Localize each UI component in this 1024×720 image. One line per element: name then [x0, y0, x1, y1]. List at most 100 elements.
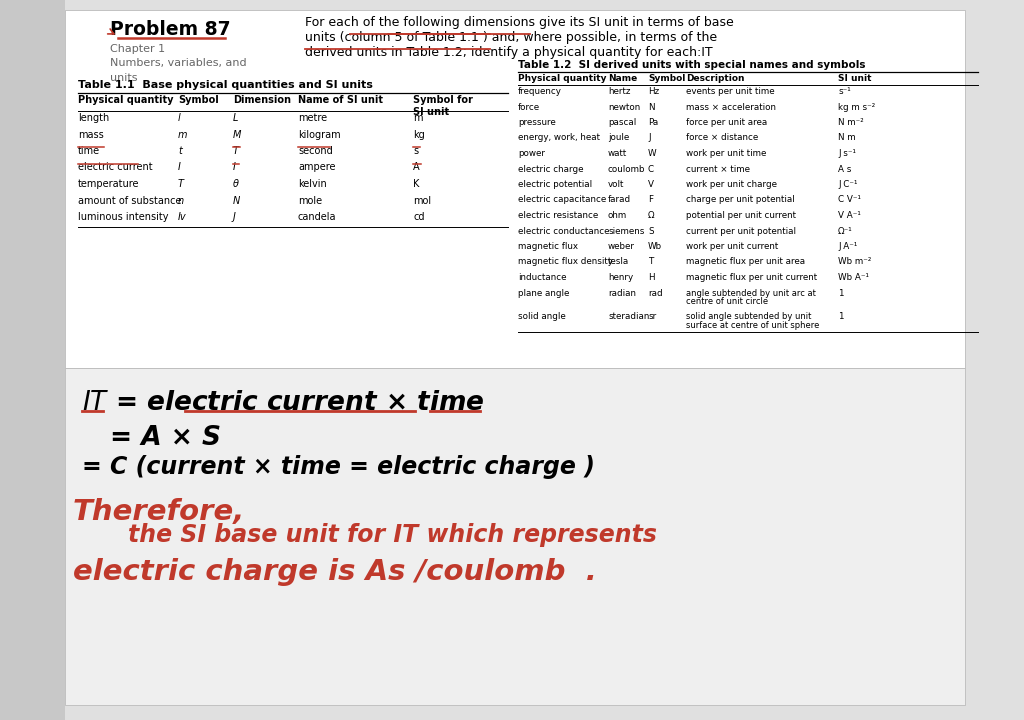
Text: electric resistance: electric resistance	[518, 211, 598, 220]
Text: temperature: temperature	[78, 179, 139, 189]
Text: second: second	[298, 146, 333, 156]
Text: work per unit current: work per unit current	[686, 242, 778, 251]
Text: m: m	[413, 113, 423, 123]
Text: Physical quantity: Physical quantity	[518, 74, 606, 83]
Text: A: A	[413, 163, 420, 173]
Text: $\mathit{IT}$ = electric current × time: $\mathit{IT}$ = electric current × time	[82, 390, 484, 416]
Text: Dimension: Dimension	[233, 95, 291, 105]
Text: pascal: pascal	[608, 118, 636, 127]
Text: tesla: tesla	[608, 258, 630, 266]
Text: Name: Name	[608, 74, 637, 83]
Text: kg: kg	[413, 130, 425, 140]
Text: electric charge is As /coulomb  .: electric charge is As /coulomb .	[73, 558, 597, 586]
Text: s: s	[413, 146, 418, 156]
Text: Ω⁻¹: Ω⁻¹	[838, 227, 853, 235]
Text: S: S	[648, 227, 653, 235]
Text: the SI base unit for IT which represents: the SI base unit for IT which represents	[128, 523, 657, 547]
Text: J: J	[233, 212, 236, 222]
Text: Pa: Pa	[648, 118, 658, 127]
FancyBboxPatch shape	[0, 0, 65, 720]
Text: magnetic flux per unit area: magnetic flux per unit area	[686, 258, 805, 266]
Text: electric conductance: electric conductance	[518, 227, 609, 235]
Text: kg m s⁻²: kg m s⁻²	[838, 102, 876, 112]
Text: work per unit time: work per unit time	[686, 149, 766, 158]
Text: surface at centre of unit sphere: surface at centre of unit sphere	[686, 321, 819, 330]
Text: mass × acceleration: mass × acceleration	[686, 102, 776, 112]
Text: frequency: frequency	[518, 87, 562, 96]
Text: Chapter 1
Numbers, variables, and
units: Chapter 1 Numbers, variables, and units	[110, 44, 247, 83]
Text: I: I	[178, 163, 181, 173]
Text: angle subtended by unit arc at: angle subtended by unit arc at	[686, 289, 816, 297]
Text: coulomb: coulomb	[608, 164, 645, 174]
Text: electric charge: electric charge	[518, 164, 584, 174]
Text: magnetic flux per unit current: magnetic flux per unit current	[686, 273, 817, 282]
Text: siemens: siemens	[608, 227, 644, 235]
Text: pressure: pressure	[518, 118, 556, 127]
Text: electric current: electric current	[78, 163, 153, 173]
Text: steradian: steradian	[608, 312, 649, 321]
Text: T: T	[233, 146, 239, 156]
Text: L: L	[233, 113, 239, 123]
Text: plane angle: plane angle	[518, 289, 569, 297]
Text: work per unit charge: work per unit charge	[686, 180, 777, 189]
Text: 1: 1	[838, 289, 844, 297]
Text: rad: rad	[648, 289, 663, 297]
Text: derived units in Table 1.2; identify a physical quantity for each:IT: derived units in Table 1.2; identify a p…	[305, 46, 713, 59]
Text: Wb: Wb	[648, 242, 663, 251]
Text: watt: watt	[608, 149, 628, 158]
Text: N: N	[233, 196, 241, 205]
Text: events per unit time: events per unit time	[686, 87, 774, 96]
Text: mass: mass	[78, 130, 103, 140]
Text: weber: weber	[608, 242, 635, 251]
Text: centre of unit circle: centre of unit circle	[686, 297, 768, 307]
Text: volt: volt	[608, 180, 625, 189]
Text: N: N	[648, 102, 654, 112]
Text: θ: θ	[233, 179, 239, 189]
Text: For each of the following dimensions give its SI unit in terms of base: For each of the following dimensions giv…	[305, 16, 734, 29]
Text: radian: radian	[608, 289, 636, 297]
Text: J C⁻¹: J C⁻¹	[838, 180, 857, 189]
Text: Iv: Iv	[178, 212, 186, 222]
Text: M: M	[233, 130, 242, 140]
Text: A s: A s	[838, 164, 851, 174]
Text: V A⁻¹: V A⁻¹	[838, 211, 861, 220]
Text: m: m	[178, 130, 187, 140]
Text: metre: metre	[298, 113, 327, 123]
Text: Wb A⁻¹: Wb A⁻¹	[838, 273, 869, 282]
FancyBboxPatch shape	[65, 10, 965, 368]
Text: newton: newton	[608, 102, 640, 112]
Text: joule: joule	[608, 133, 630, 143]
Text: T: T	[178, 179, 184, 189]
Text: I: I	[233, 163, 236, 173]
Text: Name of SI unit: Name of SI unit	[298, 95, 383, 105]
Text: Physical quantity: Physical quantity	[78, 95, 173, 105]
Text: C: C	[648, 164, 654, 174]
Text: Problem 87: Problem 87	[110, 20, 230, 39]
Text: force: force	[518, 102, 540, 112]
Text: J s⁻¹: J s⁻¹	[838, 149, 856, 158]
Text: mol: mol	[413, 196, 431, 205]
Text: potential per unit current: potential per unit current	[686, 211, 796, 220]
Text: energy, work, heat: energy, work, heat	[518, 133, 600, 143]
Text: H: H	[648, 273, 654, 282]
Text: inductance: inductance	[518, 273, 566, 282]
Text: length: length	[78, 113, 110, 123]
Text: Wb m⁻²: Wb m⁻²	[838, 258, 871, 266]
Text: SI unit: SI unit	[838, 74, 871, 83]
Text: Table 1.1  Base physical quantities and SI units: Table 1.1 Base physical quantities and S…	[78, 80, 373, 90]
Text: J A⁻¹: J A⁻¹	[838, 242, 857, 251]
Text: solid angle subtended by unit: solid angle subtended by unit	[686, 312, 811, 321]
FancyBboxPatch shape	[65, 368, 965, 705]
Text: = C (current × time = electric charge ): = C (current × time = electric charge )	[82, 455, 595, 479]
Text: Symbol: Symbol	[648, 74, 685, 83]
Text: charge per unit potential: charge per unit potential	[686, 196, 795, 204]
Text: t: t	[178, 146, 182, 156]
Text: Symbol for
SI unit: Symbol for SI unit	[413, 95, 473, 117]
Text: W: W	[648, 149, 656, 158]
Text: Therefore,: Therefore,	[73, 498, 246, 526]
Text: units (column 5 of Table 1.1 ) and, where possible, in terms of the: units (column 5 of Table 1.1 ) and, wher…	[305, 31, 717, 44]
Text: T: T	[648, 258, 653, 266]
Text: electric potential: electric potential	[518, 180, 592, 189]
Text: mole: mole	[298, 196, 323, 205]
Text: hertz: hertz	[608, 87, 631, 96]
